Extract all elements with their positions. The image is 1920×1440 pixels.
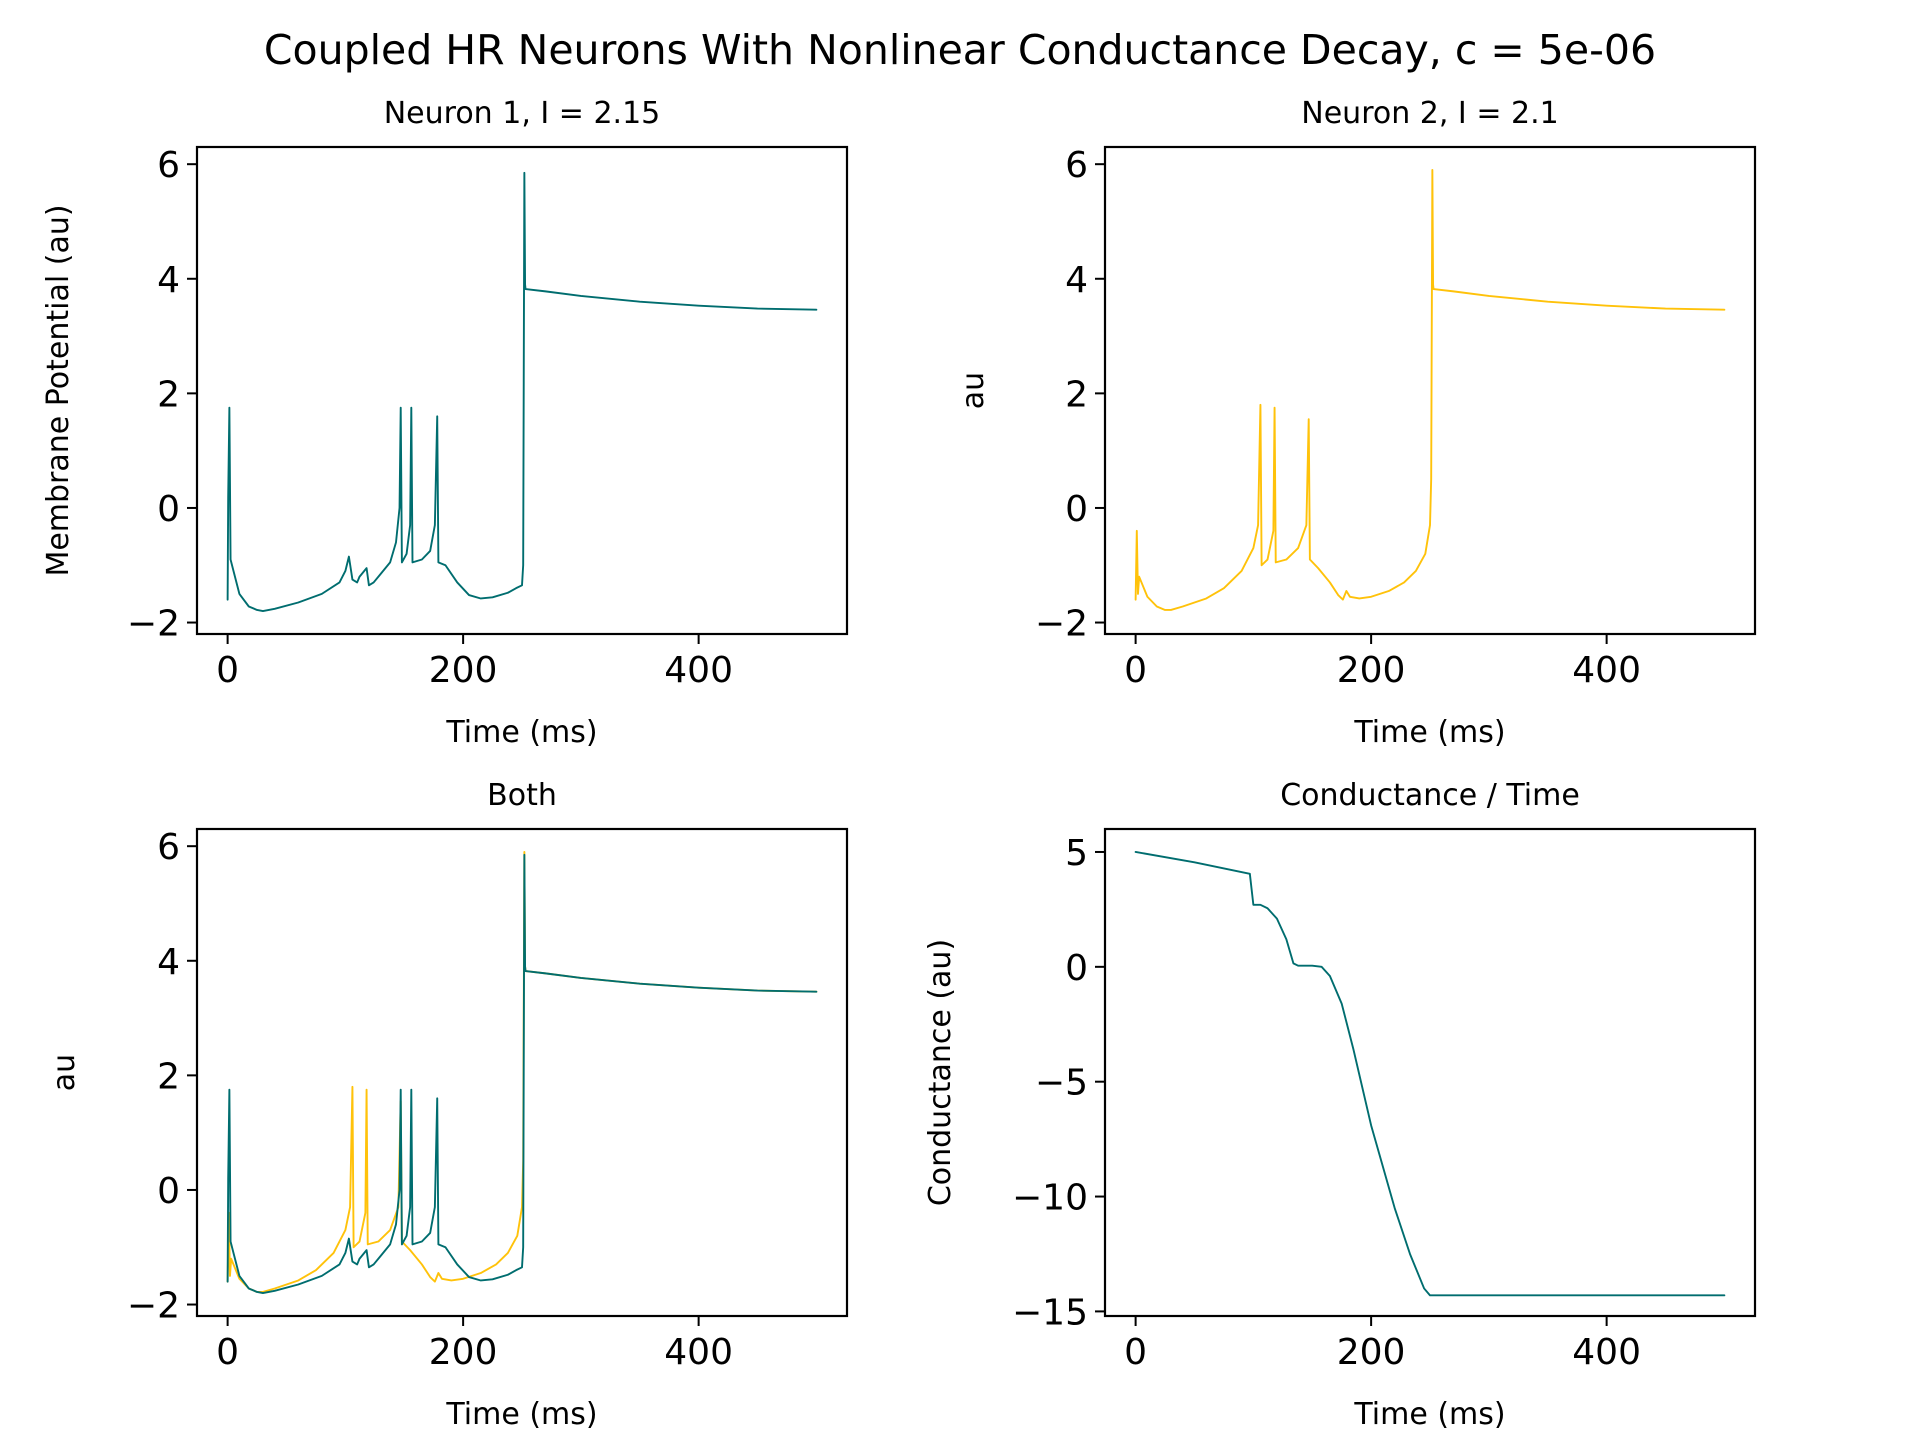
series-line-neuron1 (226, 171, 818, 613)
y-tick-label: 4 (157, 260, 180, 301)
y-tick-label: −15 (1012, 1292, 1088, 1333)
panel-title: Neuron 2, I = 2.1 (1301, 96, 1558, 131)
y-tick-label: 6 (157, 145, 180, 186)
x-tick-label: 0 (216, 1332, 239, 1373)
y-tick-label: 5 (1065, 833, 1088, 874)
x-tick-label: 0 (1124, 1332, 1147, 1373)
y-axis-label: au (956, 372, 991, 409)
axes-frame (195, 827, 849, 1318)
panel-neuron2: 0 200 400 −2 0 2 4 6 Neuron 2, I = 2.1 Time (ms) a… (956, 96, 1757, 750)
x-tick-label: 200 (429, 1332, 498, 1373)
y-axis-label: Membrane Potential (au) (41, 204, 76, 576)
y-tick-label: 2 (157, 374, 180, 415)
x-tick-label: 400 (1572, 1332, 1641, 1373)
x-tick-label: 400 (1572, 650, 1641, 691)
panel-title: Both (487, 778, 557, 813)
y-tick-label: −2 (127, 604, 180, 645)
panel-title: Conductance / Time (1280, 778, 1580, 813)
x-tick-label: 400 (664, 1332, 733, 1373)
y-tick-label: −2 (127, 1286, 180, 1327)
y-tick-label: 2 (1065, 374, 1088, 415)
series-line-neuron1 (1134, 851, 1726, 1297)
panel-neuron1: 0 200 400 −2 0 2 4 6 Neuron 1, I = 2.15 Time (ms)… (41, 96, 849, 750)
y-tick-label: 0 (1065, 948, 1088, 989)
x-tick-label: 200 (429, 650, 498, 691)
x-tick-label: 200 (1337, 1332, 1406, 1373)
y-tick-label: −5 (1035, 1063, 1088, 1104)
series-line-neuron1 (226, 853, 818, 1295)
axes-frame (195, 145, 849, 636)
x-tick-label: 200 (1337, 650, 1406, 691)
y-tick-label: 4 (1065, 260, 1088, 301)
y-tick-label: 6 (157, 827, 180, 868)
x-axis-label: Time (ms) (445, 715, 597, 750)
y-tick-label: 0 (1065, 489, 1088, 530)
x-tick-label: 400 (664, 650, 733, 691)
y-axis-label: Conductance (au) (923, 939, 958, 1206)
y-tick-label: 0 (157, 489, 180, 530)
x-tick-label: 0 (1124, 650, 1147, 691)
panel-title: Neuron 1, I = 2.15 (384, 96, 661, 131)
y-tick-label: 4 (157, 942, 180, 983)
x-axis-label: Time (ms) (1353, 715, 1505, 750)
y-tick-label: −2 (1035, 604, 1088, 645)
y-axis-label: au (47, 1054, 82, 1091)
x-axis-label: Time (ms) (1353, 1397, 1505, 1432)
series-line-neuron2 (1134, 168, 1726, 611)
panel-conductance: 0 200 400 5 0 −5 −10 −15 Conductance / Time Time … (923, 778, 1757, 1432)
panel-both: 0 200 400 −2 0 2 4 6 Both Time (ms) au (47, 778, 849, 1432)
y-tick-label: 0 (157, 1171, 180, 1212)
series-line-neuron2 (226, 850, 818, 1293)
y-tick-label: −10 (1012, 1178, 1088, 1219)
axes-frame (1103, 145, 1757, 636)
x-axis-label: Time (ms) (445, 1397, 597, 1432)
axes-frame (1103, 827, 1757, 1318)
figure-title: Coupled HR Neurons With Nonlinear Conduc… (264, 26, 1656, 74)
x-tick-label: 0 (216, 650, 239, 691)
y-tick-label: 6 (1065, 145, 1088, 186)
y-tick-label: 2 (157, 1056, 180, 1097)
